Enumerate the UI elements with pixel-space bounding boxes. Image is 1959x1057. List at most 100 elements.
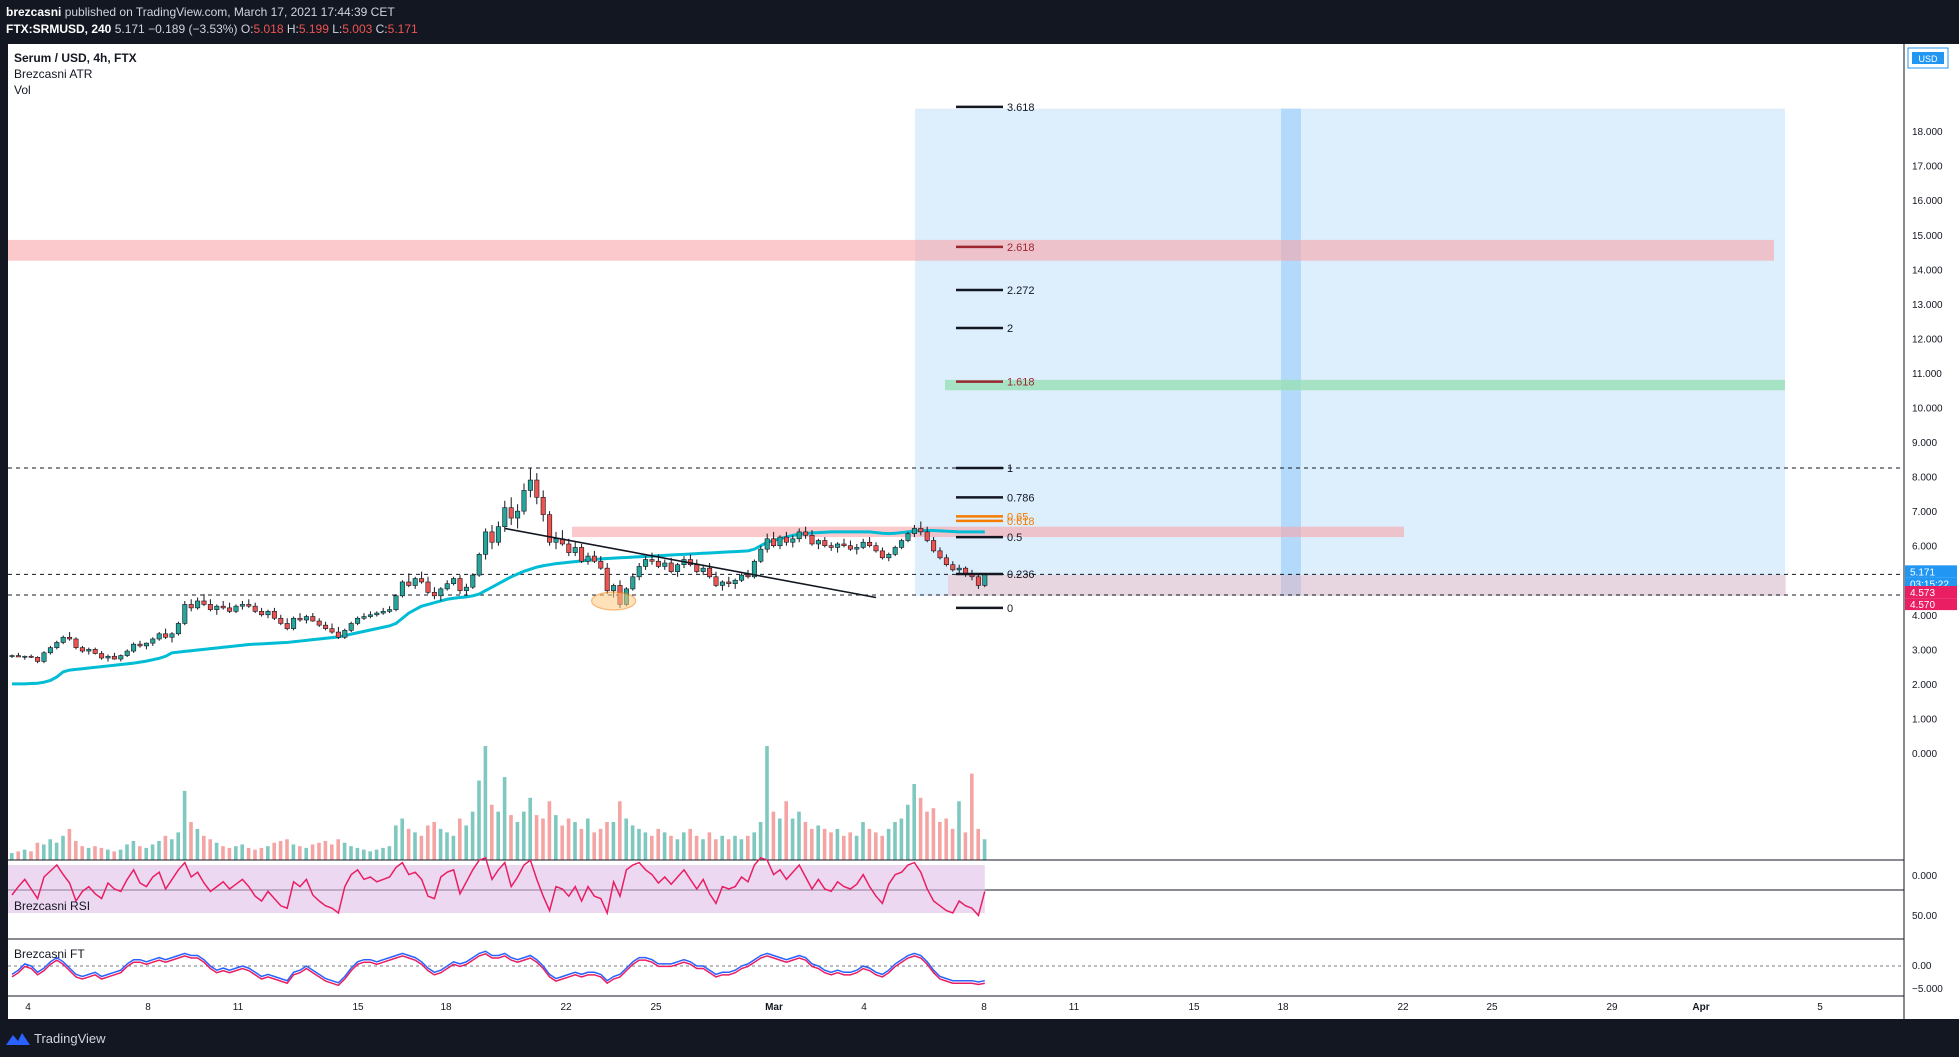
volume-bar (611, 821, 616, 860)
candle-body (259, 611, 265, 616)
volume-bar (496, 811, 500, 860)
fib-level-label: 0.786 (1007, 492, 1035, 504)
volume-bar (573, 821, 577, 860)
chart-canvas[interactable]: 3.618 2.618 2.272 2 1.618 1 0.786 0.650.618 0.5 0… (8, 44, 1959, 1019)
candle-body (342, 630, 348, 638)
candle-body (495, 526, 501, 543)
last-price: 5.171 (114, 22, 145, 36)
candle-body (483, 531, 489, 555)
ft-label[interactable]: Brezcasni FT (14, 947, 85, 961)
volume-bar (10, 853, 14, 860)
candle-body (195, 600, 201, 609)
volume-bar (842, 835, 846, 860)
volume-bar (758, 821, 763, 860)
candle-body (444, 583, 450, 590)
volume-bar (176, 832, 180, 860)
volume-bar (880, 835, 884, 860)
candle-body (796, 531, 802, 540)
volume-bar (938, 821, 942, 860)
volume-bar (368, 851, 372, 860)
volume-bar (560, 825, 564, 860)
candle-body (451, 578, 457, 585)
candle-body (393, 595, 399, 610)
candle-body (252, 605, 258, 612)
candle-body (739, 574, 745, 581)
volume-bar (394, 825, 398, 860)
fib-level-label: 1.618 (1007, 377, 1035, 389)
volume-bar (547, 801, 552, 860)
volume-bar (157, 840, 161, 860)
candle-body (892, 547, 898, 555)
fib-levels[interactable]: 3.618 2.618 2.272 2 1.618 1 0.786 0.650.618 0.5 0… (956, 102, 1035, 615)
volume-bar (957, 801, 961, 860)
volume-bar (445, 832, 449, 860)
volume-bar (656, 828, 660, 860)
candle-body (604, 567, 610, 591)
price-tick: 8.000 (1912, 473, 1937, 484)
candle-body (431, 592, 437, 597)
pane-axis-tick: 50.00 (1912, 911, 1937, 922)
candle-body (745, 574, 751, 578)
volume-bar (118, 849, 123, 860)
fib-level-label: 1 (1007, 463, 1013, 475)
chart-area[interactable]: 3.618 2.618 2.272 2 1.618 1 0.786 0.65 0.618 0.5 0… (8, 44, 1959, 1019)
candle-body (867, 541, 873, 546)
pane-axis-tick: 0.000 (1912, 871, 1937, 882)
price-axis[interactable]: 18.000 17.000 16.000 15.000 14.000 13.000 12.0… (1903, 44, 1957, 1019)
volume-bar (61, 835, 65, 860)
drawings-layer[interactable] (504, 527, 877, 611)
candle-body (790, 538, 796, 543)
volume-bar (451, 835, 456, 860)
tradingview-logo-icon[interactable] (6, 1031, 30, 1047)
open-label: O: (240, 22, 254, 36)
candle-body (271, 611, 277, 619)
volume-bar (554, 815, 558, 860)
volume-bar (349, 846, 353, 860)
candle-body (412, 578, 418, 586)
volume-bar (835, 828, 840, 860)
candle-body (630, 576, 636, 590)
time-tick: 25 (650, 1002, 662, 1013)
volume-bar (438, 828, 443, 860)
time-axis[interactable]: 4 8 11 15 18 22 25 Mar 4 8 11 15 18 22 25 29 Apr 5 (25, 1002, 1823, 1013)
volume-bar (387, 846, 392, 860)
legend-atr[interactable]: Brezcasni ATR (14, 67, 93, 81)
candle-body (463, 586, 469, 591)
time-tick: 15 (1188, 1002, 1200, 1013)
fib-level-label: 2.618 (1007, 242, 1035, 254)
legend-title[interactable]: Serum / USD, 4h, FTX (14, 51, 137, 65)
candle-body (188, 604, 194, 609)
candle-body (521, 490, 527, 512)
candle-body (73, 638, 79, 648)
volume-bar (221, 846, 225, 860)
price-tick: 17.000 (1912, 162, 1943, 173)
candle-body (655, 560, 661, 567)
volume-bar (227, 847, 232, 860)
volume-bar (189, 821, 193, 860)
low-value: 5.003 (342, 22, 373, 36)
symbol-label: FTX:SRMUSD, 240 (6, 22, 112, 36)
candle-body (67, 636, 73, 640)
volume-bar (893, 821, 897, 860)
price-label-bg (1905, 565, 1957, 578)
candle-body (163, 633, 169, 638)
candle-body (854, 547, 860, 550)
high-value: 5.199 (298, 22, 329, 36)
volume-bar (298, 846, 302, 860)
volume-bar (650, 835, 654, 860)
tradingview-brand[interactable]: TradingView (34, 1031, 106, 1046)
volume-bar (906, 804, 910, 860)
candle-body (783, 536, 789, 543)
candle-body (905, 533, 911, 541)
volume-bar (694, 835, 699, 860)
rsi-label[interactable]: Brezcasni RSI (14, 899, 90, 913)
indicator-panes (8, 856, 1904, 997)
author-name[interactable]: brezcasni (6, 5, 62, 19)
candle-body (399, 581, 405, 597)
candle-body (355, 617, 361, 624)
volume-bar (234, 846, 238, 860)
volume-bar (125, 844, 129, 860)
candle-body (598, 560, 604, 569)
candle-body (963, 567, 969, 574)
legend-vol[interactable]: Vol (14, 83, 31, 97)
